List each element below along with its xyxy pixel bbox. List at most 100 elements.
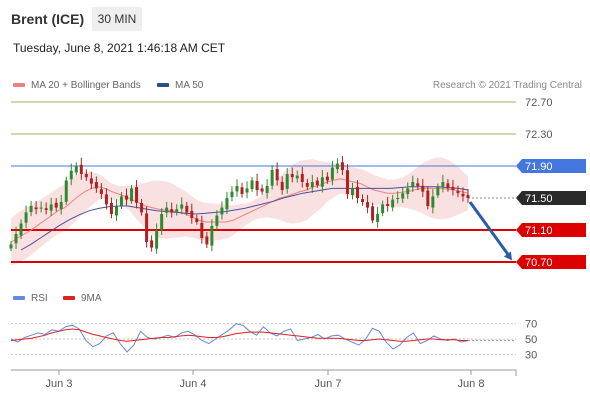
candle-body [119, 196, 123, 206]
legend-ma20-label: MA 20 + Bollinger Bands [31, 80, 141, 91]
candle-body [150, 240, 154, 248]
candle-body [366, 202, 370, 208]
candle-body [59, 202, 63, 209]
rsi-level-label-50: 50 [525, 334, 537, 346]
legend-rsi: RSI [13, 293, 48, 304]
candle-body [345, 170, 349, 194]
rsi-level-label-30: 30 [525, 349, 537, 361]
candle-body [426, 190, 430, 206]
candle-body [250, 180, 254, 190]
level-tag-70.70 [516, 255, 586, 269]
level-tag-71.10 [516, 223, 586, 237]
candle-body [69, 170, 73, 180]
candle-body [315, 180, 319, 186]
candle-body [109, 202, 113, 214]
level-label-72.70: 72.70 [525, 97, 553, 109]
candle-body [165, 207, 169, 213]
candle-body [416, 183, 420, 186]
candle-body [310, 182, 314, 188]
candle-body [135, 187, 139, 203]
candle-body [280, 181, 284, 190]
candle-body [441, 182, 445, 187]
candle-body [210, 226, 214, 246]
candle-body [300, 174, 304, 182]
research-credit: Research © 2021 Trading Central [432, 80, 582, 91]
candle-body [320, 177, 324, 187]
candle-body [190, 210, 194, 218]
candle-body [396, 198, 400, 199]
ma20-line [10, 178, 469, 243]
legend-swatch-9ma [63, 296, 75, 301]
legend-swatch-rsi [13, 296, 25, 301]
candle-body [381, 204, 385, 214]
candle-body [79, 164, 83, 174]
candle-body [64, 180, 68, 202]
candle-body [240, 187, 244, 194]
forecast-arrow-shaft [468, 201, 510, 256]
candle-body [265, 186, 269, 193]
x-tick-label-jun-7: Jun 7 [315, 378, 342, 390]
candle-body [376, 214, 380, 222]
candle-body [456, 190, 460, 194]
candle-body [245, 188, 249, 193]
candle-body [305, 182, 309, 187]
candle-body [350, 188, 354, 196]
candle-body [436, 186, 440, 196]
level-label-70.70: 70.70 [525, 257, 553, 269]
candle-body [446, 183, 450, 189]
forecast-arrow-head [503, 251, 512, 261]
candle-body [340, 162, 344, 170]
candle-body [130, 188, 134, 202]
candle-body [335, 163, 339, 170]
candle-body [361, 199, 365, 202]
legend-9ma: 9MA [63, 293, 102, 304]
legend-rsi-label: RSI [31, 293, 48, 304]
candle-body [371, 206, 375, 221]
candle-body [29, 206, 33, 213]
candle-body [215, 215, 219, 226]
candle-body [44, 208, 48, 210]
candle-body [461, 193, 465, 197]
legend-ma50: MA 50 [157, 80, 203, 91]
candle-body [49, 204, 53, 211]
candle-body [145, 213, 149, 242]
candle-body [431, 196, 435, 208]
candle-body [195, 218, 199, 222]
candle-body [155, 230, 159, 249]
candle-body [74, 166, 78, 173]
candles [9, 155, 470, 254]
candle-body [466, 194, 470, 198]
candle-body [325, 176, 329, 181]
rsi-line [10, 323, 469, 353]
x-tick-label-jun-3: Jun 3 [46, 378, 73, 390]
candle-body [185, 205, 189, 213]
candle-body [89, 178, 93, 184]
candle-body [225, 198, 229, 210]
candle-body [125, 195, 129, 200]
candle-body [175, 209, 179, 212]
candle-body [290, 173, 294, 178]
level-tag-71.90 [516, 159, 586, 173]
candle-body [451, 186, 455, 190]
candle-body [19, 223, 23, 236]
legend-ma20-bollinger: MA 20 + Bollinger Bands [13, 80, 141, 91]
candle-body [255, 181, 259, 190]
candle-body [114, 206, 118, 216]
candle-body [330, 167, 334, 180]
candle-body [220, 207, 224, 215]
candle-body [104, 194, 108, 205]
timeframe-button[interactable]: 30 MIN [92, 7, 142, 31]
candle-body [411, 182, 415, 187]
candle-body [295, 175, 299, 179]
candle-body [180, 204, 184, 209]
candle-body [9, 244, 13, 249]
candle-body [421, 185, 425, 192]
candle-body [260, 188, 264, 192]
candle-body [14, 234, 18, 244]
candle-body [170, 209, 174, 213]
x-tick-label-jun-4: Jun 4 [180, 378, 207, 390]
legend-swatch-ma50 [157, 83, 169, 88]
rsi-level-label-70: 70 [525, 319, 537, 331]
candle-body [54, 202, 58, 208]
